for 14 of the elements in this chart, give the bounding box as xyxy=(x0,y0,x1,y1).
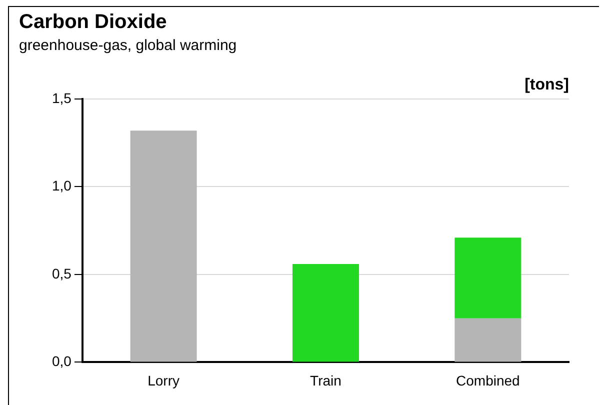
x-tick-label: Lorry xyxy=(148,372,180,388)
y-tick-label: 0,5 xyxy=(52,265,72,282)
bar xyxy=(130,130,197,362)
x-tick-label: Train xyxy=(310,372,342,388)
y-tick-label: 1,5 xyxy=(52,90,72,106)
x-tick-label: Combined xyxy=(456,372,520,388)
bar xyxy=(454,238,522,318)
chart-subtitle: greenhouse-gas, global warming xyxy=(19,37,237,54)
bar xyxy=(292,264,359,362)
chart-title: Carbon Dioxide xyxy=(19,11,167,34)
bar xyxy=(454,318,522,362)
y-axis-title: [tons] xyxy=(524,76,569,94)
y-tick-label: 1,0 xyxy=(52,178,72,194)
y-tick-label: 0,0 xyxy=(52,353,72,370)
